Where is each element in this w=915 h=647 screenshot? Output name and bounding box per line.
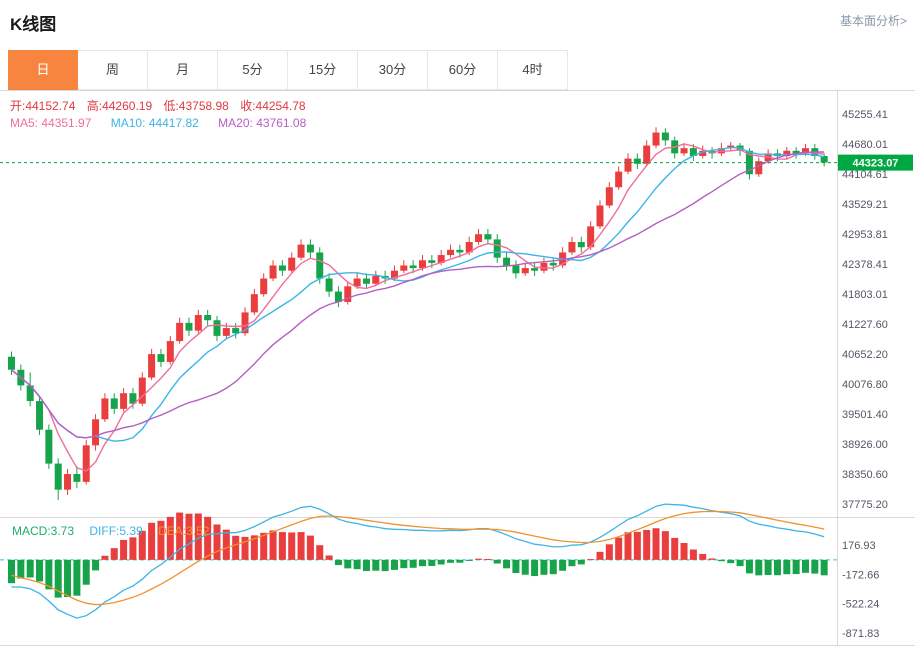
dea-value: DEA:3.52: [158, 524, 210, 538]
close-value: 收:44254.78: [240, 99, 306, 113]
tab-30分[interactable]: 30分: [358, 50, 428, 90]
diff-value: DIFF:5.39: [89, 524, 143, 538]
tab-5分[interactable]: 5分: [218, 50, 288, 90]
ohlc-row: 开:44152.74 高:44260.19 低:43758.98 收:44254…: [10, 97, 314, 114]
ma20-line: [11, 151, 825, 439]
kline-chart-canvas[interactable]: 45255.41 44680.01 44104.61 43529.21 42953.81…: [0, 90, 915, 647]
timeframe-tabs: 日周月 5分 15分 30分 60分 4时: [8, 50, 568, 90]
svg-text:43529.21: 43529.21: [842, 199, 888, 211]
ma-row: MA5: 44351.97 MA10: 44417.82 MA20: 43761…: [10, 116, 322, 130]
ma10-value: MA10: 44417.82: [110, 116, 199, 130]
price-axis-labels: 45255.41 44680.01 44104.61 43529.21 42953.81…: [842, 109, 888, 511]
tab-4时[interactable]: 4时: [498, 50, 568, 90]
svg-text:44680.01: 44680.01: [842, 139, 888, 151]
macd-histogram: [8, 512, 828, 598]
svg-text:-522.24: -522.24: [842, 599, 879, 611]
macd-axis-labels: 176.93 -172.66 -522.24 -871.83: [842, 540, 879, 640]
macd-value: MACD:3.73: [12, 524, 75, 538]
svg-text:41227.60: 41227.60: [842, 319, 888, 331]
tab-60分[interactable]: 60分: [428, 50, 498, 90]
fundamental-analysis-link[interactable]: 基本面分析>: [839, 14, 907, 28]
svg-text:40652.20: 40652.20: [842, 349, 888, 361]
svg-text:-172.66: -172.66: [842, 569, 879, 581]
diff-line: [11, 503, 825, 619]
tab-日[interactable]: 日: [8, 50, 78, 90]
header: K线图 基本面分析>: [0, 0, 915, 50]
dea-line: [11, 510, 825, 606]
svg-text:38350.60: 38350.60: [842, 469, 888, 481]
svg-text:44104.61: 44104.61: [842, 169, 888, 181]
svg-text:-871.83: -871.83: [842, 628, 879, 640]
svg-text:42378.41: 42378.41: [842, 259, 888, 271]
ma5-value: MA5: 44351.97: [10, 116, 92, 130]
tab-15分[interactable]: 15分: [288, 50, 358, 90]
svg-text:41803.01: 41803.01: [842, 289, 888, 301]
svg-text:42953.81: 42953.81: [842, 229, 888, 241]
svg-text:45255.41: 45255.41: [842, 109, 888, 121]
svg-text:44323.07: 44323.07: [853, 158, 899, 170]
svg-text:176.93: 176.93: [842, 540, 876, 552]
candles-layer: [8, 127, 828, 501]
open-value: 开:44152.74: [10, 99, 76, 113]
macd-row: MACD:3.73 DIFF:5.39 DEA:3.52: [12, 524, 221, 538]
svg-text:38926.00: 38926.00: [842, 439, 888, 451]
chart-borders: [0, 90, 915, 646]
ma20-value: MA20: 43761.08: [218, 116, 307, 130]
kline-chart: 45255.41 44680.01 44104.61 43529.21 42953.81…: [0, 90, 915, 647]
svg-text:39501.40: 39501.40: [842, 409, 888, 421]
current-price-tag: 44323.07: [838, 154, 913, 171]
svg-text:37775.20: 37775.20: [842, 499, 888, 511]
ma10-line: [11, 146, 825, 442]
tab-周[interactable]: 周: [78, 50, 148, 90]
high-value: 高:44260.19: [86, 99, 153, 113]
tab-月[interactable]: 月: [148, 50, 218, 90]
svg-text:40076.80: 40076.80: [842, 379, 888, 391]
page-title: K线图: [10, 15, 57, 34]
low-value: 低:43758.98: [163, 99, 229, 113]
ma5-line: [11, 143, 825, 472]
